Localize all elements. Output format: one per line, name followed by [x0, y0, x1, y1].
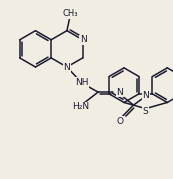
- Text: H₂N: H₂N: [72, 102, 89, 111]
- Text: CH₃: CH₃: [63, 9, 79, 18]
- Text: N: N: [142, 91, 149, 100]
- Text: NH: NH: [75, 78, 88, 87]
- Text: N: N: [116, 88, 123, 97]
- Text: S: S: [143, 107, 148, 116]
- Text: O: O: [117, 117, 124, 126]
- Text: N: N: [80, 35, 87, 44]
- Text: N: N: [63, 63, 70, 72]
